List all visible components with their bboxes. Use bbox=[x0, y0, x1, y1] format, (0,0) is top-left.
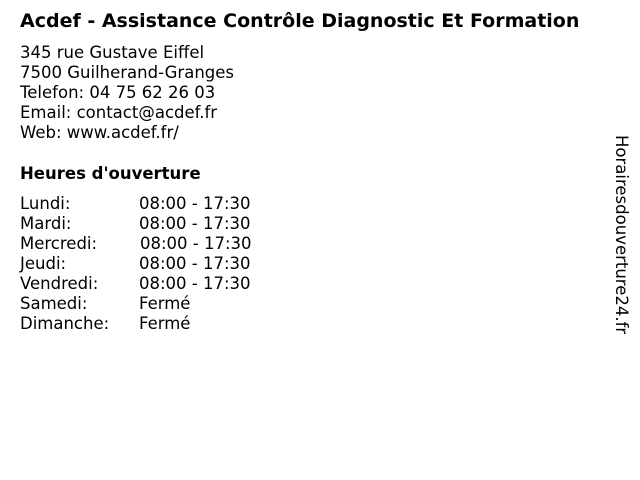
business-name: Acdef - Assistance Contrôle Diagnostic E… bbox=[20, 10, 580, 32]
time: 08:00 - 17:30 bbox=[139, 274, 251, 293]
day: Mardi: bbox=[20, 214, 72, 233]
time: Fermé bbox=[139, 294, 191, 313]
contact-info: 345 rue Gustave Eiffel 7500 Guilherand-G… bbox=[20, 43, 234, 143]
time: 08:00 - 17:30 bbox=[139, 254, 251, 273]
hours-table: Lundi: 08:00 - 17:30 Mardi: 08:00 - 17:30 … bbox=[20, 194, 252, 334]
day: Samedi: bbox=[20, 294, 88, 313]
hours-row: Mercredi: 08:00 - 17:30 bbox=[20, 234, 252, 254]
hours-row: Jeudi: 08:00 - 17:30 bbox=[20, 254, 251, 274]
day: Vendredi: bbox=[20, 274, 99, 293]
time: 08:00 - 17:30 bbox=[139, 194, 251, 213]
day: Mercredi: bbox=[20, 234, 98, 253]
phone: Telefon: 04 75 62 26 03 bbox=[20, 83, 216, 102]
hours-row: Vendredi: 08:00 - 17:30 bbox=[20, 274, 251, 294]
hours-row: Dimanche: Fermé bbox=[20, 314, 190, 334]
address: 345 rue Gustave Eiffel bbox=[20, 43, 205, 62]
time: Fermé bbox=[139, 314, 191, 333]
website: Web: www.acdef.fr/ bbox=[20, 123, 179, 142]
day: Lundi: bbox=[20, 194, 71, 213]
time: 08:00 - 17:30 bbox=[140, 234, 252, 253]
hours-row: Lundi: 08:00 - 17:30 bbox=[20, 194, 251, 214]
day: Jeudi: bbox=[20, 254, 67, 273]
time: 08:00 - 17:30 bbox=[139, 214, 251, 233]
hours-heading: Heures d'ouverture bbox=[20, 164, 201, 183]
watermark: Horairesdouverture24.fr bbox=[612, 135, 631, 335]
day: Dimanche: bbox=[20, 314, 110, 333]
email: Email: contact@acdef.fr bbox=[20, 103, 218, 122]
hours-row: Mardi: 08:00 - 17:30 bbox=[20, 214, 251, 234]
hours-row: Samedi: Fermé bbox=[20, 294, 190, 314]
city: 7500 Guilherand-Granges bbox=[20, 63, 235, 82]
